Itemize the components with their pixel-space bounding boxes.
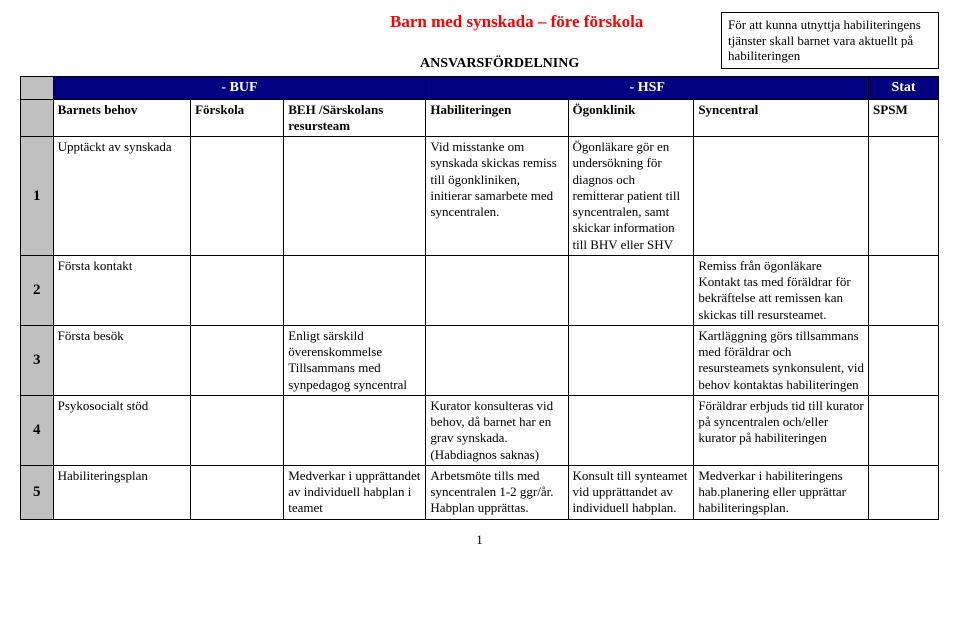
cell-ogon: Ögonläkare gör en undersökning för diagn… <box>568 137 694 256</box>
col-header-blank <box>21 99 54 137</box>
group-header-blank <box>21 77 54 100</box>
col-header-beh: BEH /Särskolans resursteam <box>284 99 426 137</box>
cell-ogon <box>568 325 694 395</box>
col-header-behov: Barnets behov <box>53 99 190 137</box>
table-row: 1Upptäckt av synskada Vid misstanke om sy… <box>21 137 939 256</box>
cell-beh: Enligt särskild överenskommelse Tillsamm… <box>284 325 426 395</box>
cell-syn: Remiss från ögonläkare Kontakt tas med f… <box>694 255 869 325</box>
cell-behov: Habiliteringsplan <box>53 465 190 519</box>
cell-hab <box>426 255 568 325</box>
cell-spsm <box>869 325 939 395</box>
column-header-row: Barnets behov Förskola BEH /Särskolans r… <box>21 99 939 137</box>
cell-behov: Upptäckt av synskada <box>53 137 190 256</box>
row-number: 5 <box>21 465 54 519</box>
cell-spsm <box>869 137 939 256</box>
cell-beh <box>284 395 426 465</box>
cell-forskola <box>191 395 284 465</box>
responsibility-table: - BUF - HSF Stat Barnets behov Förskola … <box>20 76 939 520</box>
table-row: 4Psykosocialt stöd Kurator konsulteras vi… <box>21 395 939 465</box>
row-number: 2 <box>21 255 54 325</box>
cell-hab <box>426 325 568 395</box>
table-row: 3Första besök Enligt särskild överenskomm… <box>21 325 939 395</box>
col-header-spsm: SPSM <box>869 99 939 137</box>
cell-hab: Vid misstanke om synskada skickas remiss… <box>426 137 568 256</box>
cell-behov: Första besök <box>53 325 190 395</box>
row-number: 4 <box>21 395 54 465</box>
cell-forskola <box>191 137 284 256</box>
cell-syn: Föräldrar erbjuds tid till kurator på sy… <box>694 395 869 465</box>
group-header-hsf: - HSF <box>426 77 869 100</box>
note-box: För att kunna utnyttja habiliteringens t… <box>721 12 939 69</box>
cell-hab: Arbetsmöte tills med syncentralen 1-2 gg… <box>426 465 568 519</box>
cell-beh <box>284 255 426 325</box>
cell-spsm <box>869 255 939 325</box>
row-number: 3 <box>21 325 54 395</box>
page-subtitle: ANSVARSFÖRDELNING <box>420 56 579 72</box>
cell-spsm <box>869 465 939 519</box>
page-title: Barn med synskada – före förskola <box>390 12 643 32</box>
cell-hab: Kurator konsulteras vid behov, då barnet… <box>426 395 568 465</box>
table-row: 2Första kontakt Remiss från ögonläkare Ko… <box>21 255 939 325</box>
col-header-forskola: Förskola <box>191 99 284 137</box>
cell-forskola <box>191 465 284 519</box>
col-header-syn: Syncentral <box>694 99 869 137</box>
col-header-ogon: Ögonklinik <box>568 99 694 137</box>
cell-forskola <box>191 255 284 325</box>
page-number: 1 <box>20 532 939 548</box>
table-row: 5Habiliteringsplan Medverkar i upprättand… <box>21 465 939 519</box>
cell-beh <box>284 137 426 256</box>
cell-behov: Första kontakt <box>53 255 190 325</box>
group-header-buf: - BUF <box>53 77 426 100</box>
cell-syn <box>694 137 869 256</box>
cell-syn: Kartläggning görs tillsammans med föräld… <box>694 325 869 395</box>
cell-ogon <box>568 395 694 465</box>
cell-ogon: Konsult till synteamet vid upprättandet … <box>568 465 694 519</box>
group-header-row: - BUF - HSF Stat <box>21 77 939 100</box>
row-number: 1 <box>21 137 54 256</box>
cell-syn: Medverkar i habiliteringens hab.planerin… <box>694 465 869 519</box>
cell-spsm <box>869 395 939 465</box>
group-header-stat: Stat <box>869 77 939 100</box>
cell-behov: Psykosocialt stöd <box>53 395 190 465</box>
cell-ogon <box>568 255 694 325</box>
cell-forskola <box>191 325 284 395</box>
cell-beh: Medverkar i upprättandet av individuell … <box>284 465 426 519</box>
col-header-hab: Habiliteringen <box>426 99 568 137</box>
